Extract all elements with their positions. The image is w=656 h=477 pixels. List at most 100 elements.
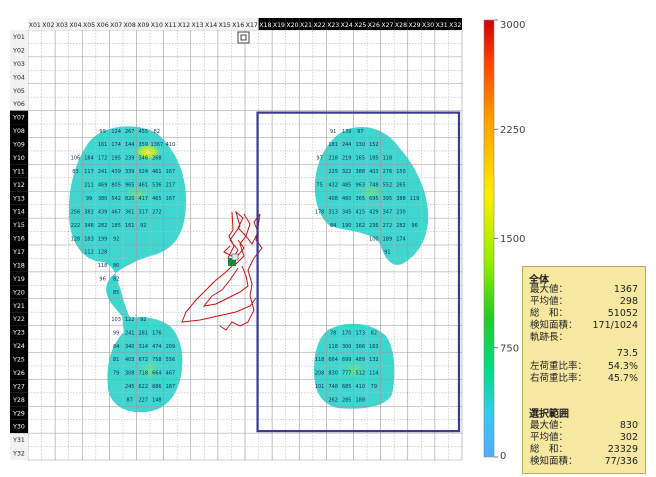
row-label[interactable]: Y04	[12, 74, 25, 81]
column-label[interactable]: X26	[368, 22, 380, 29]
row-label[interactable]: Y11	[12, 168, 25, 175]
cell-value: 536	[152, 183, 162, 189]
row-label[interactable]: Y13	[12, 195, 25, 202]
column-header-highlight	[326, 18, 340, 30]
cell-value: 489	[356, 357, 366, 363]
column-label[interactable]: X18	[259, 22, 271, 29]
row-label[interactable]: Y30	[12, 424, 25, 431]
column-label[interactable]: X09	[137, 22, 149, 29]
cell-value: 174	[396, 236, 406, 242]
cell-value: 225	[328, 169, 338, 175]
row-label[interactable]: Y31	[12, 437, 25, 444]
cell-value: 117	[84, 169, 94, 175]
column-label[interactable]: X10	[151, 22, 163, 29]
row-label[interactable]: Y07	[12, 115, 25, 122]
row-label[interactable]: Y01	[12, 34, 25, 41]
row-label[interactable]: Y26	[12, 370, 25, 377]
column-label[interactable]: X16	[232, 22, 244, 29]
column-label[interactable]: X20	[286, 22, 298, 29]
cell-value: 272	[383, 223, 393, 229]
row-label[interactable]: Y20	[12, 289, 25, 296]
column-label[interactable]: X23	[327, 22, 339, 29]
row-label[interactable]: Y09	[12, 142, 25, 149]
cell-value: 167	[166, 169, 176, 175]
row-label[interactable]: Y15	[12, 222, 25, 229]
column-label[interactable]: X07	[110, 22, 122, 29]
cell-value: 388	[396, 196, 406, 202]
right-load-label: 右荷重比率：	[530, 373, 588, 384]
row-label[interactable]: Y03	[12, 61, 25, 68]
row-label[interactable]: Y22	[12, 316, 25, 323]
cop-trace	[181, 210, 263, 331]
column-label[interactable]: X25	[354, 22, 366, 29]
overall-avg-value: 298	[619, 296, 638, 307]
cell-value: 366	[356, 344, 366, 350]
selection-area-row: 検知面積： 77/336	[530, 456, 638, 468]
column-label[interactable]: X13	[191, 22, 203, 29]
row-label[interactable]: Y29	[12, 410, 25, 417]
cell-value: 92	[140, 223, 146, 229]
column-label[interactable]: X24	[341, 22, 353, 29]
row-label[interactable]: Y08	[12, 128, 25, 135]
row-label[interactable]: Y06	[12, 101, 25, 108]
row-label[interactable]: Y32	[12, 451, 25, 458]
row-header-highlight	[10, 258, 28, 272]
column-label[interactable]: X21	[300, 22, 312, 29]
column-label[interactable]: X02	[42, 22, 54, 29]
cell-value: 346	[84, 223, 94, 229]
cell-value: 512	[356, 371, 366, 377]
column-label[interactable]: X08	[124, 22, 136, 29]
column-header-highlight	[312, 18, 327, 30]
column-label[interactable]: X15	[219, 22, 231, 29]
column-label[interactable]: X12	[178, 22, 190, 29]
column-labels[interactable]: X01 X02 X03 X04 X05 X06 X07 X08 X09 X10 X11 X12 X13 X…	[29, 18, 462, 30]
cell-value: 262	[328, 398, 338, 404]
cell-value: 267	[125, 129, 135, 135]
right-load-value: 45.7%	[607, 373, 638, 384]
cell-value: 190	[342, 223, 352, 229]
column-label[interactable]: X19	[273, 22, 285, 29]
row-label[interactable]: Y25	[12, 357, 25, 364]
column-label[interactable]: X04	[69, 22, 81, 29]
column-label[interactable]: X05	[83, 22, 95, 29]
column-label[interactable]: X01	[29, 22, 41, 29]
row-labels[interactable]: Y01 Y02 Y03 Y04 Y05 Y06 Y07 Y08 Y09 Y10 Y11 Y12 Y13 Y…	[10, 34, 28, 458]
column-label[interactable]: X11	[164, 22, 176, 29]
row-label[interactable]: Y14	[12, 209, 25, 216]
row-label[interactable]: Y12	[12, 182, 25, 189]
cell-value: 241	[98, 169, 108, 175]
cell-value: 460	[342, 196, 352, 202]
row-label[interactable]: Y16	[12, 236, 25, 243]
toggle-view-icon[interactable]	[237, 31, 250, 44]
row-label[interactable]: Y28	[12, 397, 25, 404]
column-label[interactable]: X14	[205, 22, 217, 29]
overall-sum-value: 51052	[607, 308, 638, 319]
selection-rectangle[interactable]	[256, 111, 461, 433]
row-label[interactable]: Y23	[12, 330, 25, 337]
row-label[interactable]: Y18	[12, 262, 25, 269]
selection-area-label: 検知面積：	[530, 456, 578, 467]
row-label[interactable]: Y02	[12, 47, 25, 54]
column-label[interactable]: X06	[97, 22, 109, 29]
row-label[interactable]: Y19	[12, 276, 25, 283]
column-label[interactable]: X30	[422, 22, 434, 29]
selection-max-label: 最大値：	[530, 420, 569, 431]
row-label[interactable]: Y21	[12, 303, 25, 310]
column-label[interactable]: X22	[314, 22, 326, 29]
column-label[interactable]: X29	[408, 22, 420, 29]
row-label[interactable]: Y17	[12, 249, 25, 256]
column-label[interactable]: X32	[449, 22, 461, 29]
overall-sum-label: 総 和：	[530, 308, 569, 319]
row-header-highlight	[10, 339, 28, 353]
row-label[interactable]: Y10	[12, 155, 25, 162]
column-label[interactable]: X27	[381, 22, 393, 29]
cell-value: 148	[152, 398, 162, 404]
column-label[interactable]: X17	[246, 22, 258, 29]
column-label[interactable]: X03	[56, 22, 68, 29]
column-label[interactable]: X31	[436, 22, 448, 29]
row-label[interactable]: Y24	[12, 343, 25, 350]
column-label[interactable]: X28	[395, 22, 407, 29]
row-label[interactable]: Y05	[12, 88, 25, 95]
row-label[interactable]: Y27	[12, 383, 25, 390]
